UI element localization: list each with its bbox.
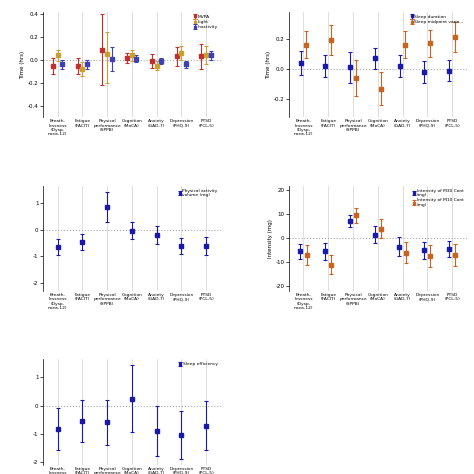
Y-axis label: Time (hrs): Time (hrs) [20, 50, 25, 79]
Legend: Sleep duration, Sleep midpoint varia...: Sleep duration, Sleep midpoint varia... [410, 14, 465, 25]
Legend: MVPA, Light, Inactivity: MVPA, Light, Inactivity [192, 14, 219, 30]
Legend: Intensity of M30 Cont
(mg), Intensity of M10 Cont
(mg): Intensity of M30 Cont (mg), Intensity of… [412, 188, 465, 208]
Legend: Sleep efficiency: Sleep efficiency [178, 362, 219, 367]
Y-axis label: Time (hrs): Time (hrs) [266, 50, 271, 79]
Y-axis label: Intensity (mg): Intensity (mg) [268, 219, 273, 258]
Legend: Physical activity
volume (mg): Physical activity volume (mg) [178, 188, 219, 198]
